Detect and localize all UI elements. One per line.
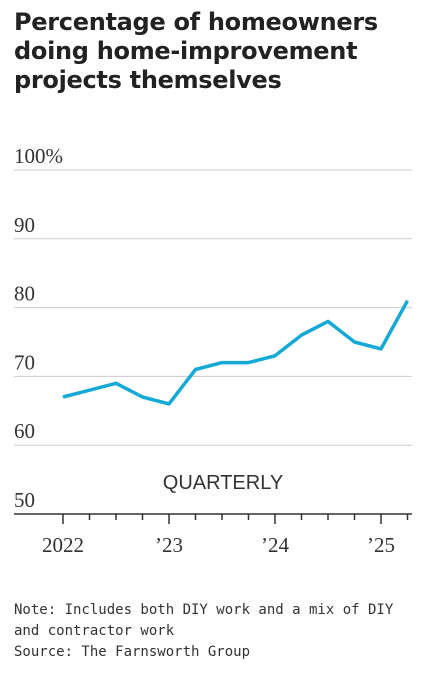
note-line-2: and contractor work [14,623,175,639]
chart-title: Percentage of homeowners doing home-impr… [14,8,378,94]
x-tick-label: ’24 [261,533,289,557]
chart-subtitle: QUARTERLY [163,472,283,494]
x-tick-label: ’23 [155,533,183,557]
line-chart: 50 60 70 80 90 100% QUARTERLY 2022 ’23 ’24 ’25 [14,144,412,557]
y-tick-label: 100% [14,144,63,168]
y-tick-label: 70 [14,350,35,374]
y-tick-label: 60 [14,419,35,443]
chart-notes: Note: Includes both DIY work and a mix o… [14,600,414,663]
series-line [62,299,410,406]
y-tick-label: 80 [14,282,35,306]
y-tick-label: 50 [14,488,35,512]
x-tick-label: 2022 [42,533,84,557]
note-line-1: Note: Includes both DIY work and a mix o… [14,602,394,618]
x-tick-label: ’25 [367,533,395,557]
y-tick-label: 90 [14,213,35,237]
gridlines [14,169,412,515]
y-axis-labels: 50 60 70 80 90 100% [14,144,63,512]
x-axis: 2022 ’23 ’24 ’25 [42,514,409,557]
source-line: Source: The Farnsworth Group [14,644,251,660]
series [62,299,410,406]
